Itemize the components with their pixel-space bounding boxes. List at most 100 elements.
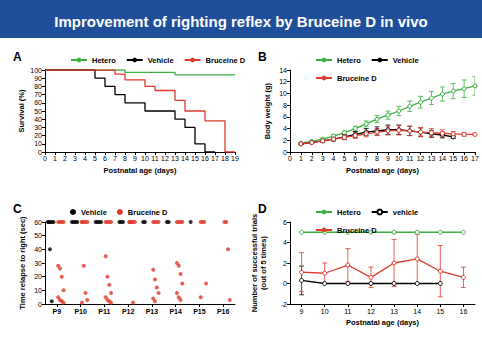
- svg-text:C: C: [13, 202, 22, 216]
- svg-text:40: 40: [34, 246, 42, 253]
- svg-text:B: B: [258, 50, 267, 64]
- svg-text:5: 5: [342, 155, 346, 162]
- svg-text:13: 13: [390, 308, 398, 315]
- svg-text:Body weight (g): Body weight (g): [263, 82, 272, 139]
- svg-text:20: 20: [34, 273, 42, 280]
- svg-text:60: 60: [34, 219, 42, 226]
- svg-text:40: 40: [34, 116, 42, 123]
- svg-text:P14: P14: [169, 308, 182, 315]
- svg-text:11: 11: [344, 308, 351, 315]
- svg-text:14: 14: [181, 155, 189, 162]
- svg-text:17: 17: [211, 155, 219, 162]
- svg-text:Postnatal age (days): Postnatal age (days): [346, 166, 419, 175]
- svg-text:9: 9: [300, 308, 304, 315]
- svg-text:2: 2: [63, 155, 67, 162]
- svg-text:30: 30: [34, 260, 42, 267]
- svg-text:(out of 5 times): (out of 5 times): [259, 236, 268, 290]
- svg-text:2: 2: [310, 155, 314, 162]
- svg-text:4: 4: [283, 125, 287, 132]
- svg-text:16: 16: [201, 155, 209, 162]
- svg-text:8: 8: [375, 155, 379, 162]
- svg-text:0: 0: [283, 280, 287, 287]
- svg-text:Hetero: Hetero: [92, 56, 116, 65]
- svg-text:12: 12: [417, 155, 425, 162]
- svg-text:20: 20: [34, 132, 42, 139]
- svg-text:100: 100: [30, 67, 42, 74]
- svg-text:8: 8: [123, 155, 127, 162]
- svg-text:P9: P9: [53, 308, 62, 315]
- svg-text:10: 10: [279, 90, 287, 97]
- svg-text:13: 13: [428, 155, 436, 162]
- svg-text:Hetero: Hetero: [337, 208, 361, 217]
- svg-text:0: 0: [38, 301, 42, 308]
- svg-text:15: 15: [191, 155, 199, 162]
- svg-text:4: 4: [283, 239, 287, 246]
- svg-text:P15: P15: [193, 308, 206, 315]
- svg-text:0: 0: [43, 155, 47, 162]
- svg-text:9: 9: [386, 155, 390, 162]
- svg-text:Bruceine D: Bruceine D: [206, 56, 246, 65]
- svg-text:12: 12: [161, 155, 169, 162]
- svg-text:17: 17: [471, 155, 479, 162]
- svg-text:16: 16: [460, 155, 468, 162]
- svg-text:Vehicle: Vehicle: [81, 208, 107, 217]
- svg-text:2: 2: [283, 260, 287, 267]
- svg-text:6: 6: [283, 113, 287, 120]
- svg-text:2: 2: [283, 137, 287, 144]
- svg-text:9: 9: [133, 155, 137, 162]
- svg-text:Postnatal age (days): Postnatal age (days): [104, 166, 177, 175]
- svg-text:8: 8: [283, 102, 287, 109]
- svg-text:Vehicle: Vehicle: [148, 56, 174, 65]
- svg-text:0: 0: [283, 149, 287, 156]
- svg-text:Vehicle: Vehicle: [393, 56, 419, 65]
- svg-text:Survival (%): Survival (%): [17, 89, 26, 132]
- svg-text:Hetero: Hetero: [337, 56, 361, 65]
- svg-text:Bruceine D: Bruceine D: [337, 74, 377, 83]
- svg-text:10: 10: [321, 308, 329, 315]
- svg-text:0: 0: [288, 155, 292, 162]
- svg-text:15: 15: [436, 308, 444, 315]
- svg-text:1: 1: [53, 155, 57, 162]
- svg-text:P13: P13: [146, 308, 159, 315]
- svg-text:12: 12: [279, 78, 287, 85]
- svg-text:6: 6: [283, 219, 287, 226]
- svg-text:Improvement of righting reflex: Improvement of righting reflex by Brucei…: [54, 13, 427, 30]
- svg-text:Postnatal age (days): Postnatal age (days): [346, 318, 419, 327]
- svg-text:10: 10: [34, 140, 42, 147]
- svg-text:7: 7: [113, 155, 117, 162]
- svg-text:4: 4: [332, 155, 336, 162]
- svg-text:P16: P16: [217, 308, 230, 315]
- svg-text:30: 30: [34, 124, 42, 131]
- svg-text:50: 50: [34, 232, 42, 239]
- svg-text:0: 0: [38, 149, 42, 156]
- svg-text:6: 6: [353, 155, 357, 162]
- svg-text:Time relapse to right (sec): Time relapse to right (sec): [18, 216, 27, 310]
- svg-text:6: 6: [103, 155, 107, 162]
- svg-text:P11: P11: [98, 308, 110, 315]
- svg-text:10: 10: [34, 287, 42, 294]
- svg-text:70: 70: [34, 91, 42, 98]
- svg-text:14: 14: [438, 155, 446, 162]
- svg-text:90: 90: [34, 75, 42, 82]
- svg-text:14: 14: [279, 67, 287, 74]
- svg-text:10: 10: [395, 155, 403, 162]
- svg-text:13: 13: [171, 155, 179, 162]
- svg-text:50: 50: [34, 108, 42, 115]
- svg-text:Number of successful trials: Number of successful trials: [250, 214, 259, 312]
- svg-text:5: 5: [93, 155, 97, 162]
- svg-text:11: 11: [151, 155, 158, 162]
- svg-text:4: 4: [83, 155, 87, 162]
- svg-text:Bruceine D: Bruceine D: [337, 226, 377, 235]
- svg-text:19: 19: [231, 155, 239, 162]
- svg-text:1: 1: [299, 155, 303, 162]
- svg-text:3: 3: [73, 155, 77, 162]
- svg-text:D: D: [258, 202, 267, 216]
- svg-text:10: 10: [141, 155, 149, 162]
- svg-text:3: 3: [321, 155, 325, 162]
- svg-text:Bruceine D: Bruceine D: [128, 208, 168, 217]
- svg-text:80: 80: [34, 83, 42, 90]
- svg-text:60: 60: [34, 99, 42, 106]
- svg-text:14: 14: [413, 308, 421, 315]
- svg-text:-2: -2: [281, 301, 287, 308]
- svg-text:18: 18: [221, 155, 229, 162]
